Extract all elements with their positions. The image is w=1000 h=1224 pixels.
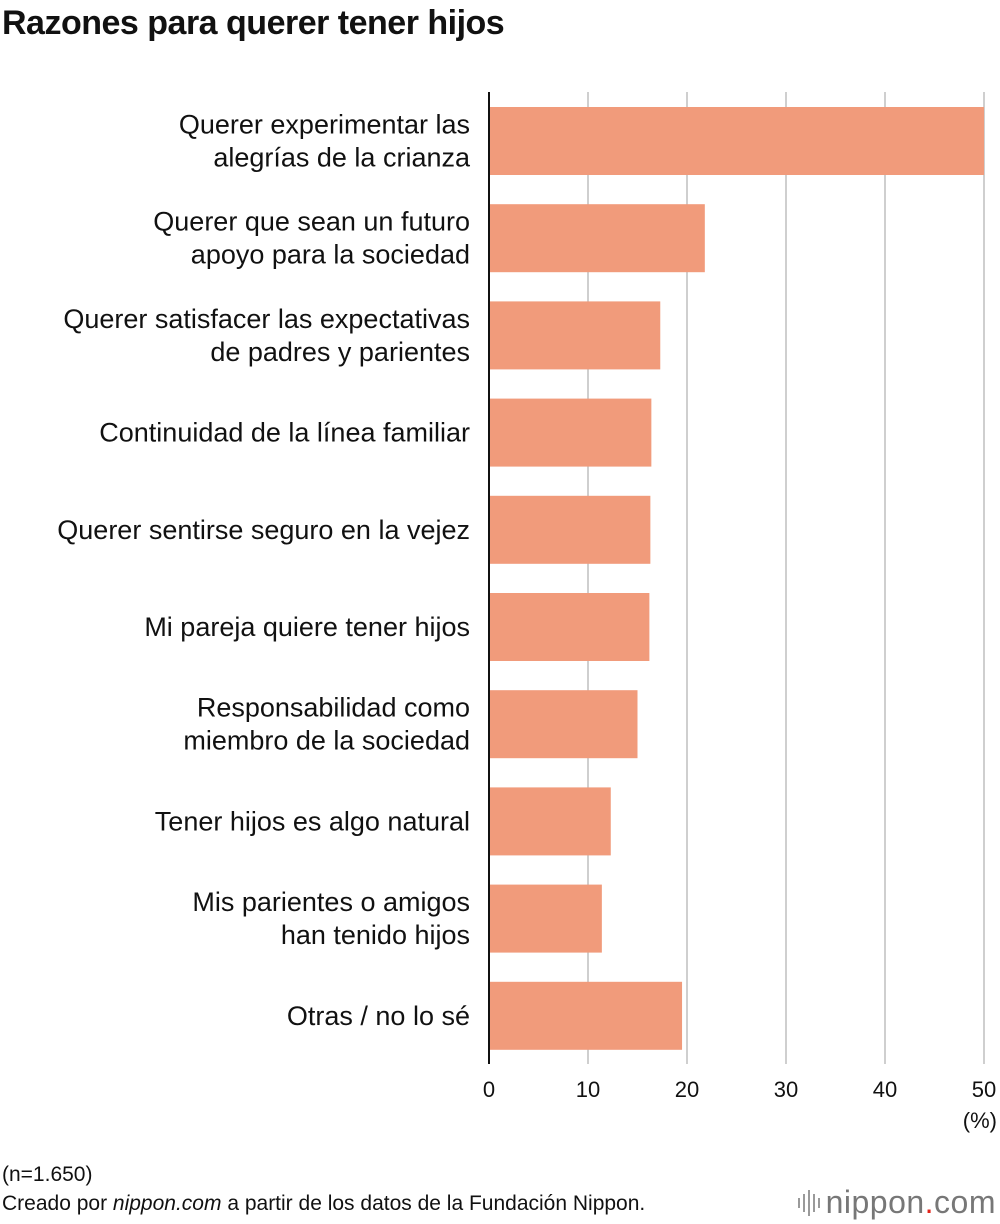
logo-text: nippon.com — [826, 1184, 996, 1221]
logo-main: nippon — [825, 1184, 925, 1220]
category-label: Continuidad de la línea familiar — [99, 418, 470, 448]
bar — [489, 398, 652, 467]
category-label: han tenido hijos — [281, 920, 470, 950]
category-label: miembro de la sociedad — [183, 726, 470, 756]
category-label: apoyo para la sociedad — [191, 240, 470, 270]
category-label: Responsabilidad como — [197, 693, 470, 723]
credit-suffix: a partir de los datos de la Fundación Ni… — [221, 1192, 646, 1215]
category-label: de padres y parientes — [210, 337, 470, 367]
x-tick-label: 30 — [774, 1077, 798, 1102]
x-tick-label: 40 — [873, 1077, 897, 1102]
bar — [489, 981, 683, 1050]
logo-bars-icon — [797, 1189, 820, 1216]
category-label: Tener hijos es algo natural — [155, 806, 470, 836]
bar — [489, 787, 611, 856]
category-label: Querer que sean un futuro — [153, 207, 470, 237]
category-label: Mi pareja quiere tener hijos — [144, 612, 470, 642]
category-label: Querer satisfacer las expectativas — [63, 304, 470, 334]
category-label: Mis parientes o amigos — [192, 887, 470, 917]
credit-site: nippon.com — [112, 1192, 222, 1215]
bar-chart: 0 10 20 30 40 50 (%) Querer experimentar lasale… — [57, 92, 997, 1133]
category-label: Querer sentirse seguro en la vejez — [57, 515, 470, 545]
bar — [489, 107, 984, 175]
category-label: Querer experimentar las — [179, 110, 470, 140]
x-tick-label: 0 — [483, 1077, 495, 1102]
category-label: Otras / no lo sé — [287, 1001, 470, 1031]
x-tick-label: 20 — [675, 1077, 699, 1102]
nippon-logo: nippon.com — [797, 1184, 996, 1221]
bar — [489, 204, 705, 273]
bar — [489, 593, 650, 661]
bar — [489, 301, 661, 370]
bar — [489, 690, 638, 759]
sample-size-note: (n=1.650) — [2, 1163, 93, 1186]
x-tick-label: 50 — [972, 1077, 996, 1102]
source-credit: Creado por nippon.com a partir de los da… — [2, 1192, 645, 1216]
logo-dot: . — [924, 1184, 935, 1220]
logo-tld: com — [934, 1184, 996, 1220]
credit-prefix: Creado por — [2, 1192, 113, 1215]
bar — [489, 884, 602, 953]
x-tick-label: 10 — [576, 1077, 600, 1102]
chart-title: Razones para querer tener hijos — [2, 4, 505, 42]
bar — [489, 495, 651, 564]
category-label: alegrías de la crianza — [213, 143, 471, 173]
x-axis-unit: (%) — [963, 1108, 997, 1133]
